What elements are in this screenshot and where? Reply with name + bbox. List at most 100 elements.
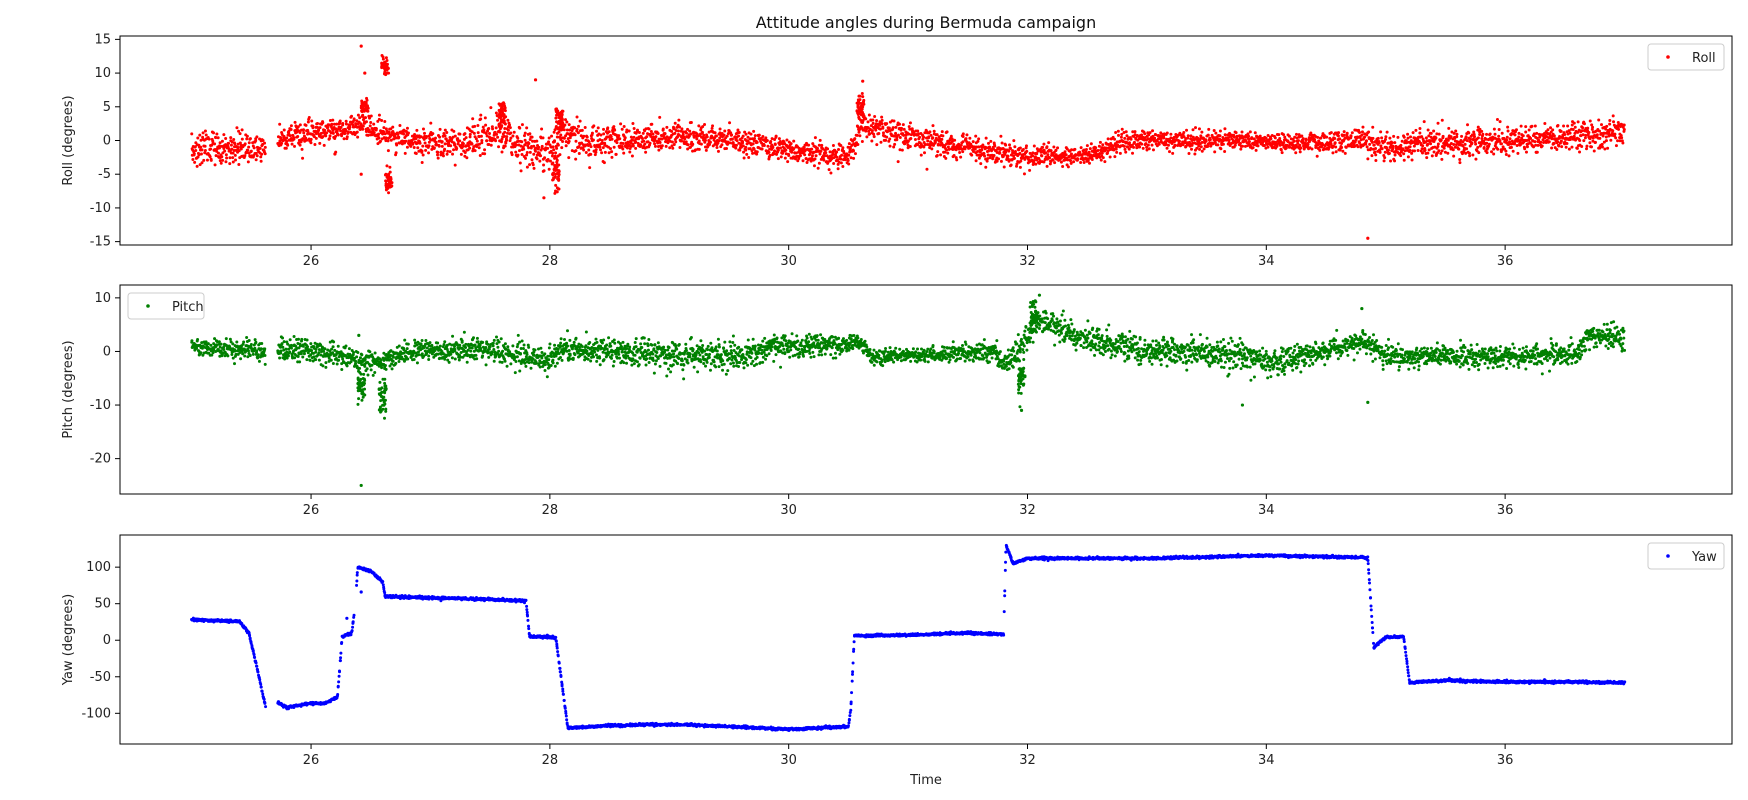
data-point	[374, 127, 378, 131]
data-point	[195, 164, 199, 168]
data-point	[658, 140, 662, 144]
data-point	[1551, 128, 1555, 132]
data-point	[322, 349, 326, 353]
data-point	[1046, 153, 1050, 157]
data-point	[525, 153, 529, 157]
data-point	[1500, 131, 1504, 135]
data-point	[440, 144, 444, 148]
data-point	[386, 149, 390, 153]
data-point	[717, 139, 721, 143]
data-point	[644, 150, 648, 154]
data-point	[1106, 143, 1110, 147]
data-point	[243, 142, 247, 146]
data-point	[508, 123, 512, 127]
data-point	[902, 133, 906, 137]
data-point	[246, 160, 250, 164]
data-point	[1516, 151, 1520, 155]
data-point	[349, 360, 353, 364]
data-point	[1524, 125, 1528, 129]
data-point	[926, 139, 930, 143]
data-point	[1365, 145, 1369, 149]
data-point	[831, 143, 835, 147]
x-tick-label: 36	[1497, 503, 1514, 518]
data-point	[599, 148, 603, 152]
data-point	[1173, 143, 1177, 147]
data-point	[345, 135, 349, 139]
data-point	[632, 135, 636, 139]
data-point	[670, 144, 674, 148]
data-point	[1587, 130, 1591, 134]
data-point	[277, 141, 281, 145]
data-point	[710, 126, 714, 130]
data-point	[1608, 122, 1612, 126]
data-point	[860, 126, 864, 130]
data-point	[773, 149, 776, 153]
data-point	[239, 357, 243, 361]
y-tick-label: -20	[90, 452, 111, 467]
data-point	[998, 151, 1002, 155]
data-point	[1622, 123, 1626, 127]
data-point	[344, 119, 348, 123]
data-point	[388, 184, 392, 188]
data-point	[474, 137, 478, 141]
data-point	[217, 144, 221, 148]
data-point	[453, 163, 457, 167]
data-point	[777, 137, 781, 141]
x-tick-label: 28	[542, 254, 559, 269]
data-point	[618, 137, 622, 141]
data-point	[1529, 136, 1533, 140]
data-point	[1612, 120, 1616, 124]
data-point	[1471, 153, 1475, 157]
data-point	[1106, 137, 1110, 141]
data-point	[519, 169, 523, 173]
data-point	[674, 128, 678, 132]
data-point	[570, 149, 574, 153]
data-point	[254, 158, 258, 162]
data-point	[774, 134, 778, 138]
data-point	[190, 132, 194, 136]
data-point	[697, 139, 701, 143]
data-point	[1012, 156, 1016, 160]
data-point	[878, 127, 882, 131]
data-point	[551, 151, 555, 155]
x-tick-label: 26	[303, 503, 320, 518]
data-point	[317, 351, 321, 355]
data-point	[1474, 142, 1478, 146]
data-point	[792, 139, 796, 143]
data-point	[589, 145, 593, 149]
data-point	[1396, 135, 1400, 139]
data-point	[1386, 148, 1390, 152]
data-point	[256, 353, 260, 357]
data-point	[587, 148, 591, 152]
data-point	[201, 131, 205, 135]
data-point	[910, 127, 914, 131]
data-point	[612, 145, 616, 149]
data-point	[841, 165, 845, 169]
data-point	[1212, 129, 1216, 133]
data-point	[1360, 133, 1364, 137]
data-point	[1406, 132, 1410, 136]
data-point	[801, 159, 805, 163]
data-point	[589, 152, 593, 156]
data-point	[787, 153, 791, 157]
data-point	[689, 121, 693, 125]
data-point	[1301, 137, 1305, 141]
data-point	[835, 150, 839, 154]
data-point	[1492, 147, 1496, 151]
data-point	[1131, 151, 1135, 155]
data-point	[775, 152, 779, 156]
data-point	[369, 121, 373, 125]
data-point	[584, 150, 588, 154]
data-point	[560, 109, 564, 113]
data-point	[875, 143, 879, 147]
x-tick-label: 30	[780, 503, 797, 518]
data-point	[639, 143, 643, 147]
data-point	[980, 145, 984, 149]
data-point	[367, 128, 371, 132]
data-point	[540, 144, 544, 148]
data-point	[331, 131, 335, 135]
data-point	[1559, 139, 1563, 143]
data-point	[289, 124, 293, 128]
data-point	[360, 109, 364, 113]
data-point	[1025, 149, 1029, 153]
